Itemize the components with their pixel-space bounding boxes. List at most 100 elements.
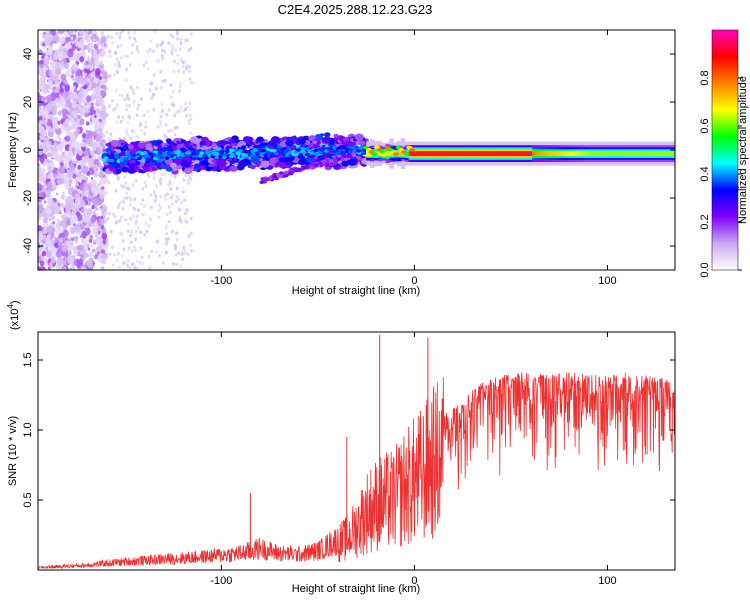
- noise-cell: [75, 37, 79, 41]
- noise-cell: [94, 249, 98, 253]
- noise-cell: [157, 215, 161, 219]
- scatter-cell: [176, 140, 181, 144]
- core-cell: [318, 150, 324, 155]
- noise-cell: [63, 226, 67, 230]
- snr-ytick-label: 1.0: [22, 422, 34, 437]
- noise-cell: [80, 208, 85, 214]
- noise-cell: [125, 107, 129, 112]
- noise-cell: [144, 120, 148, 125]
- noise-cell: [100, 30, 105, 36]
- scatter-cell: [307, 142, 314, 148]
- noise-cell: [129, 202, 132, 207]
- noise-cell: [79, 235, 82, 238]
- noise-cell: [159, 194, 163, 199]
- noise-cell: [94, 206, 98, 211]
- noise-cell: [78, 159, 83, 166]
- scatter-cell: [250, 156, 260, 164]
- carrier-band: [671, 151, 675, 156]
- noise-cell: [151, 93, 155, 97]
- noise-cell: [78, 220, 82, 225]
- noise-cell: [52, 150, 55, 155]
- branch-cell: [347, 154, 353, 158]
- noise-cell: [164, 226, 168, 231]
- noise-cell: [116, 251, 120, 256]
- snr-scale-exponent: 4: [6, 304, 15, 309]
- noise-cell: [114, 51, 117, 56]
- scatter-cell: [238, 160, 247, 168]
- noise-cell: [182, 70, 186, 74]
- noise-cell: [128, 63, 132, 67]
- noise-cell: [73, 249, 79, 256]
- noise-cell: [117, 115, 120, 119]
- noise-cell: [164, 123, 168, 127]
- noise-cell: [58, 165, 66, 175]
- noise-cell: [55, 67, 61, 76]
- noise-cell: [123, 54, 127, 59]
- noise-cell: [65, 71, 70, 77]
- noise-cell: [178, 89, 181, 94]
- branch-cell: [309, 162, 314, 166]
- noise-cell: [77, 164, 82, 170]
- noise-cell: [38, 120, 42, 125]
- core-cell: [296, 148, 301, 152]
- noise-cell: [123, 97, 127, 102]
- snr-xtick-label: -100: [210, 575, 232, 587]
- noise-cell: [75, 235, 79, 240]
- noise-cell: [90, 180, 94, 184]
- core-cell: [334, 151, 340, 156]
- noise-cell: [46, 124, 52, 132]
- noise-cell: [136, 107, 140, 111]
- noise-cell: [139, 128, 143, 133]
- core-cell: [224, 149, 230, 154]
- noise-cell: [169, 33, 173, 37]
- noise-cell: [173, 246, 177, 251]
- scatter-cell: [143, 166, 151, 172]
- noise-cell: [49, 160, 52, 164]
- noise-cell: [87, 163, 91, 169]
- colorbar: 0.0 0.2 0.4 0.6 0.8 Normalized spectral ampl…: [699, 29, 749, 278]
- snr-ylabel: SNR (10 * v/v): [7, 416, 19, 486]
- noise-cell: [190, 172, 194, 177]
- noise-cell: [60, 202, 65, 209]
- noise-cell: [38, 174, 46, 183]
- noise-cell: [55, 63, 59, 69]
- noise-cell: [133, 207, 137, 211]
- noise-cell: [126, 121, 130, 125]
- noise-cell: [167, 236, 171, 241]
- noise-cell: [143, 180, 147, 185]
- noise-cell: [170, 173, 174, 178]
- scatter-cell: [110, 139, 120, 147]
- noise-cell: [76, 183, 79, 187]
- spectrogram-ytick-label: -20: [22, 190, 34, 206]
- core-cell: [255, 151, 260, 155]
- noise-cell: [153, 30, 157, 34]
- noise-cell: [104, 70, 108, 75]
- noise-cell: [51, 227, 56, 233]
- noise-cell: [85, 34, 92, 43]
- noise-cell: [164, 197, 167, 202]
- noise-cell: [165, 231, 169, 236]
- noise-cell: [172, 103, 175, 108]
- noise-cell: [91, 121, 94, 125]
- noise-cell: [121, 115, 124, 120]
- snr-panel: -100 0 100 0.5 1.0 1.5 Height of straight lin…: [6, 300, 676, 595]
- snr-xlabel: Height of straight line (km): [292, 583, 420, 595]
- noise-cell: [143, 233, 147, 237]
- scatter-cell: [323, 132, 331, 138]
- noise-cell: [44, 49, 49, 54]
- noise-cell: [102, 214, 106, 219]
- snr-frame: [37, 331, 676, 571]
- spectrogram-xtick-label: -100: [210, 275, 232, 287]
- core-cell: [157, 151, 163, 156]
- noise-cell: [70, 241, 74, 245]
- noise-cell: [76, 174, 79, 178]
- carrier-band: [647, 151, 653, 156]
- noise-cell: [188, 101, 192, 106]
- noise-cell: [93, 120, 101, 130]
- noise-cell: [129, 85, 133, 89]
- noise-cell: [178, 85, 182, 89]
- noise-cell: [47, 208, 52, 215]
- noise-cell: [84, 189, 87, 194]
- noise-cell: [47, 152, 51, 158]
- svg-text:(x104): (x104): [6, 300, 21, 330]
